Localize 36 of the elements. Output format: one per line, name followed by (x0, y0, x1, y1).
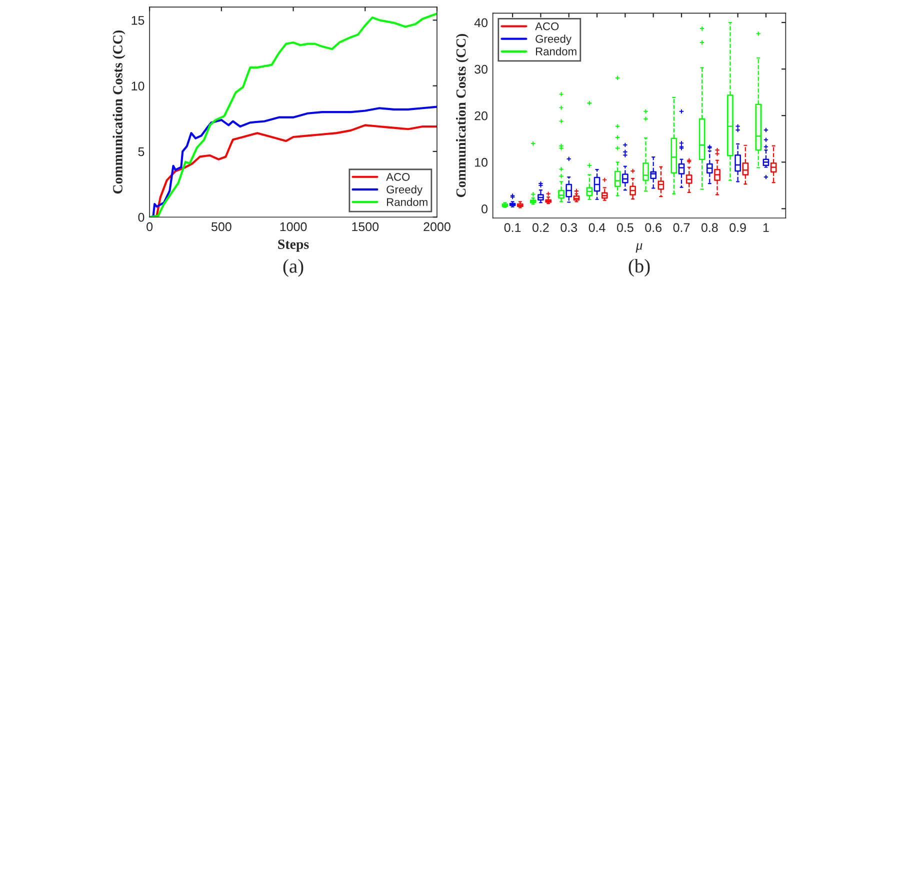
x-tick-label: 0.7 (673, 223, 690, 232)
x-tick-label: 1 (763, 223, 769, 232)
y-tick-label: 15 (132, 16, 144, 25)
x-tick-label: 0 (146, 222, 153, 232)
y-tick-label: 20 (474, 111, 488, 120)
x-tick-label: 0.9 (730, 223, 746, 232)
x-tick-label: 1000 (280, 222, 307, 232)
legend-label: Random (536, 47, 576, 56)
x-tick-label: 2000 (424, 222, 450, 232)
y-tick-label: 5 (138, 147, 144, 156)
legend-label: ACO (535, 22, 559, 30)
legend-label: Random (387, 198, 428, 206)
text: (a) (283, 259, 304, 277)
x-tick-label: 0.1 (504, 223, 521, 232)
x-axis-title: μ (636, 243, 642, 253)
x-tick-label: 0.4 (588, 223, 606, 232)
x-tick-label: 0.6 (645, 223, 662, 232)
y-tick-label: 0 (482, 204, 488, 214)
y-tick-label: 0 (138, 212, 144, 222)
legend-label: Greedy (536, 34, 572, 46)
x-tick-label: 0.5 (616, 223, 634, 232)
x-tick-label: 0.3 (560, 223, 578, 232)
x-tick-label: 1500 (352, 222, 379, 232)
y-axis-title: Communication Costs (CC) (456, 34, 469, 198)
legend-label: ACO (386, 173, 410, 181)
x-tick-label: 0.8 (701, 223, 718, 232)
y-tick-label: 10 (132, 82, 144, 90)
legend-label: Greedy (386, 185, 423, 196)
y-tick-label: 40 (474, 18, 488, 28)
x-tick-label: 500 (211, 222, 232, 232)
y-tick-label: 30 (474, 64, 488, 74)
y-tick-label: 10 (475, 158, 488, 167)
y-axis-title: Communication Costs (CC) (112, 30, 126, 194)
text: (b) (628, 258, 650, 277)
x-tick-label: 0.2 (532, 223, 549, 232)
x-axis-title: Steps (278, 240, 309, 252)
